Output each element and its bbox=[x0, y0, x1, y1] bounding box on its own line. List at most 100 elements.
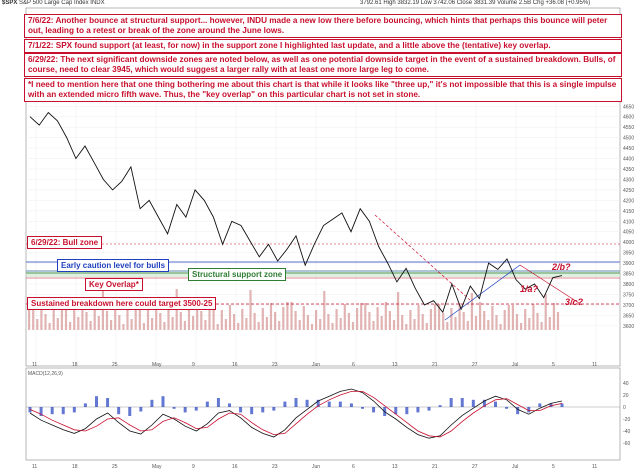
note-asterisk: *I need to mention here that one thing b… bbox=[24, 78, 622, 102]
macd-histogram bbox=[28, 396, 564, 416]
volume-bar bbox=[171, 317, 174, 330]
volume-bar bbox=[200, 311, 203, 330]
volume-bar bbox=[146, 309, 150, 330]
volume-bar bbox=[138, 300, 141, 330]
chart-header: $SPX S&P 500 Large Cap Index INDX bbox=[2, 0, 105, 6]
price-tick-label: 4550 bbox=[623, 125, 634, 131]
macd-hist-bar bbox=[460, 398, 464, 407]
volume-bar bbox=[524, 309, 527, 330]
date-tick-label-bottom: 21 bbox=[432, 464, 438, 470]
volume-bar bbox=[302, 306, 305, 330]
wave-label-2b: 2/b? bbox=[552, 262, 571, 272]
macd-hist-bar bbox=[560, 403, 564, 407]
volume-bar bbox=[126, 310, 129, 330]
volume-bar bbox=[306, 315, 309, 330]
stats-line: 3792.61 High 3832.19 Low 3742.06 Close 3… bbox=[360, 0, 591, 6]
volume-bar bbox=[220, 310, 223, 330]
price-tick-label: 4600 bbox=[623, 115, 634, 121]
macd-hist-bar bbox=[261, 407, 265, 413]
price-tick-label: 3950 bbox=[623, 251, 634, 257]
volume-bar bbox=[503, 310, 506, 330]
volume-bar bbox=[380, 316, 383, 330]
macd-hist-bar bbox=[505, 407, 509, 409]
macd-hist-bar bbox=[183, 407, 187, 413]
volume-bar bbox=[388, 311, 391, 330]
volume-bar bbox=[261, 308, 264, 330]
date-tick-label: 18 bbox=[72, 362, 78, 368]
price-line bbox=[29, 111, 563, 314]
price-tick-label: 4400 bbox=[623, 157, 634, 163]
date-tick-label: Jul bbox=[512, 362, 518, 368]
signal-line bbox=[29, 391, 563, 438]
volume-bar bbox=[339, 318, 342, 330]
price-tick-label: 4450 bbox=[623, 146, 634, 152]
macd-hist-bar bbox=[405, 407, 409, 415]
uptrend-line bbox=[444, 264, 521, 321]
volume-bar bbox=[228, 305, 232, 330]
price-tick-label: 3650 bbox=[623, 313, 634, 319]
macd-hist-bar bbox=[305, 399, 309, 407]
price-tick-label: 4150 bbox=[623, 209, 634, 215]
date-tick-label-bottom: 9 bbox=[192, 464, 195, 470]
note-7-6-22: 7/6/22: Another bounce at structural sup… bbox=[24, 14, 622, 38]
macd-hist-bar bbox=[216, 398, 220, 407]
volume-bar bbox=[257, 322, 260, 330]
volume-bar bbox=[462, 312, 465, 330]
volume-bar bbox=[483, 311, 486, 330]
volume-bar bbox=[479, 302, 482, 330]
macd-hist-bar bbox=[205, 401, 209, 407]
volume-bar bbox=[438, 304, 441, 330]
volume-bar bbox=[347, 313, 350, 330]
volume-bar bbox=[319, 319, 322, 330]
price-tick-label: 4100 bbox=[623, 219, 634, 225]
volume-bar bbox=[487, 320, 490, 330]
date-tick-label-bottom: 6 bbox=[352, 464, 355, 470]
volume-bar bbox=[315, 310, 318, 330]
volume-bar bbox=[458, 303, 461, 330]
volume-bar bbox=[528, 318, 531, 330]
volume-bar bbox=[429, 309, 432, 330]
volume-bar bbox=[208, 306, 211, 330]
macd-hist-bar bbox=[449, 398, 453, 407]
price-tick-label: 3850 bbox=[623, 272, 634, 278]
volume-bar bbox=[372, 321, 375, 330]
volume-bar bbox=[552, 303, 555, 330]
volume-bar bbox=[196, 302, 199, 330]
volume-bar bbox=[52, 309, 55, 330]
volume-bar bbox=[151, 318, 154, 330]
volume-bar bbox=[134, 305, 137, 330]
wave-label-1a: 1/a? bbox=[520, 284, 539, 294]
volume-bar bbox=[515, 314, 519, 330]
date-tick-label: 23 bbox=[272, 362, 278, 368]
volume-bar bbox=[183, 321, 186, 330]
macd-hist-bar bbox=[250, 407, 254, 415]
date-tick-label: Jun bbox=[312, 362, 320, 368]
volume-bar bbox=[73, 308, 76, 330]
macd-hist-bar bbox=[139, 407, 143, 412]
price-tick-label: 4000 bbox=[623, 240, 634, 246]
date-tick-label: 21 bbox=[432, 362, 438, 368]
macd-hist-bar bbox=[316, 399, 320, 407]
date-tick-label: 27 bbox=[472, 362, 478, 368]
volume-bar bbox=[105, 311, 109, 330]
ticker: $SPX bbox=[2, 0, 18, 6]
volume-bar bbox=[77, 317, 80, 330]
macd-hist-bar bbox=[527, 407, 531, 413]
date-tick-label: 25 bbox=[112, 362, 118, 368]
volume-bar bbox=[376, 307, 379, 330]
volume-bar bbox=[413, 319, 416, 330]
macd-axis-ticks: 40 20 0 -20 -40 -60 bbox=[623, 381, 630, 447]
date-tick-label-bottom: 11 bbox=[592, 464, 597, 470]
volume-bar bbox=[401, 315, 404, 330]
volume-bar bbox=[511, 305, 514, 330]
volume-bar bbox=[40, 305, 43, 330]
volume-bar bbox=[36, 319, 39, 330]
volume-bar bbox=[351, 322, 355, 330]
macd-hist-bar bbox=[349, 403, 353, 407]
macd-hist-bar bbox=[106, 398, 110, 407]
volume-bar bbox=[142, 323, 145, 330]
volume-bar bbox=[85, 312, 88, 330]
wave-label-3c: 3/c? bbox=[565, 297, 584, 307]
date-tick-label: May bbox=[152, 362, 162, 368]
volume-bar bbox=[474, 316, 478, 330]
